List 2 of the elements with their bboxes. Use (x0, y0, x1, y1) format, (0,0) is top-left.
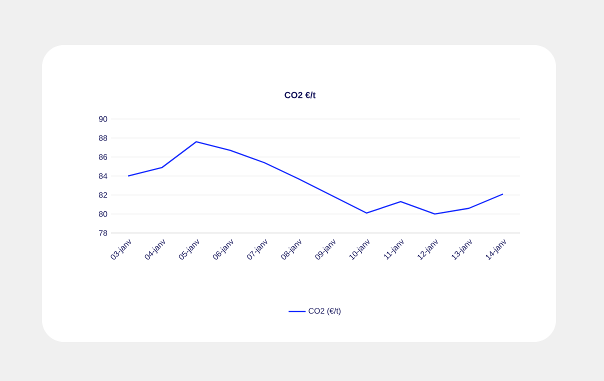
chart-title: CO2 €/t (284, 92, 316, 98)
line-series (127, 141, 504, 215)
